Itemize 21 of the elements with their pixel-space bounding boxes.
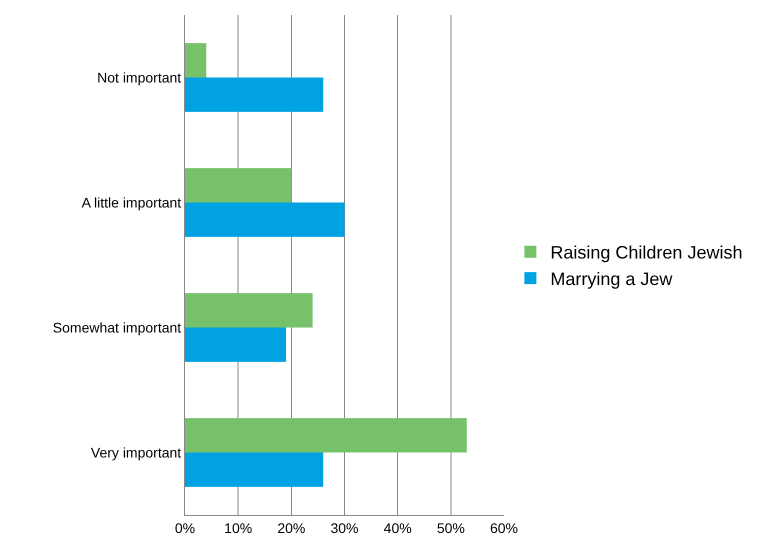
y-tick-label: A little important	[82, 194, 182, 210]
x-tick-label: 40%	[384, 520, 412, 536]
bar	[185, 202, 344, 237]
x-tick-label: 20%	[277, 520, 306, 536]
x-tick-label: 0%	[174, 520, 196, 536]
bar	[185, 168, 292, 202]
x-tick-label: 50%	[436, 520, 465, 536]
x-tick-label: 60%	[490, 520, 518, 536]
bar	[185, 418, 467, 452]
bar	[185, 293, 313, 328]
y-tick-label: Somewhat important	[52, 319, 182, 336]
bar	[185, 78, 324, 112]
y-tick-label: Very important	[90, 444, 182, 460]
bar	[185, 328, 286, 362]
legend-label: Marrying a Jew	[550, 269, 674, 290]
x-tick-label: 10%	[224, 520, 252, 536]
bar	[185, 43, 206, 78]
y-tick-label: Not important	[97, 69, 182, 86]
x-tick-label: 30%	[330, 520, 359, 536]
legend-label: Raising Children Jewish	[550, 242, 742, 263]
bar	[185, 452, 324, 487]
